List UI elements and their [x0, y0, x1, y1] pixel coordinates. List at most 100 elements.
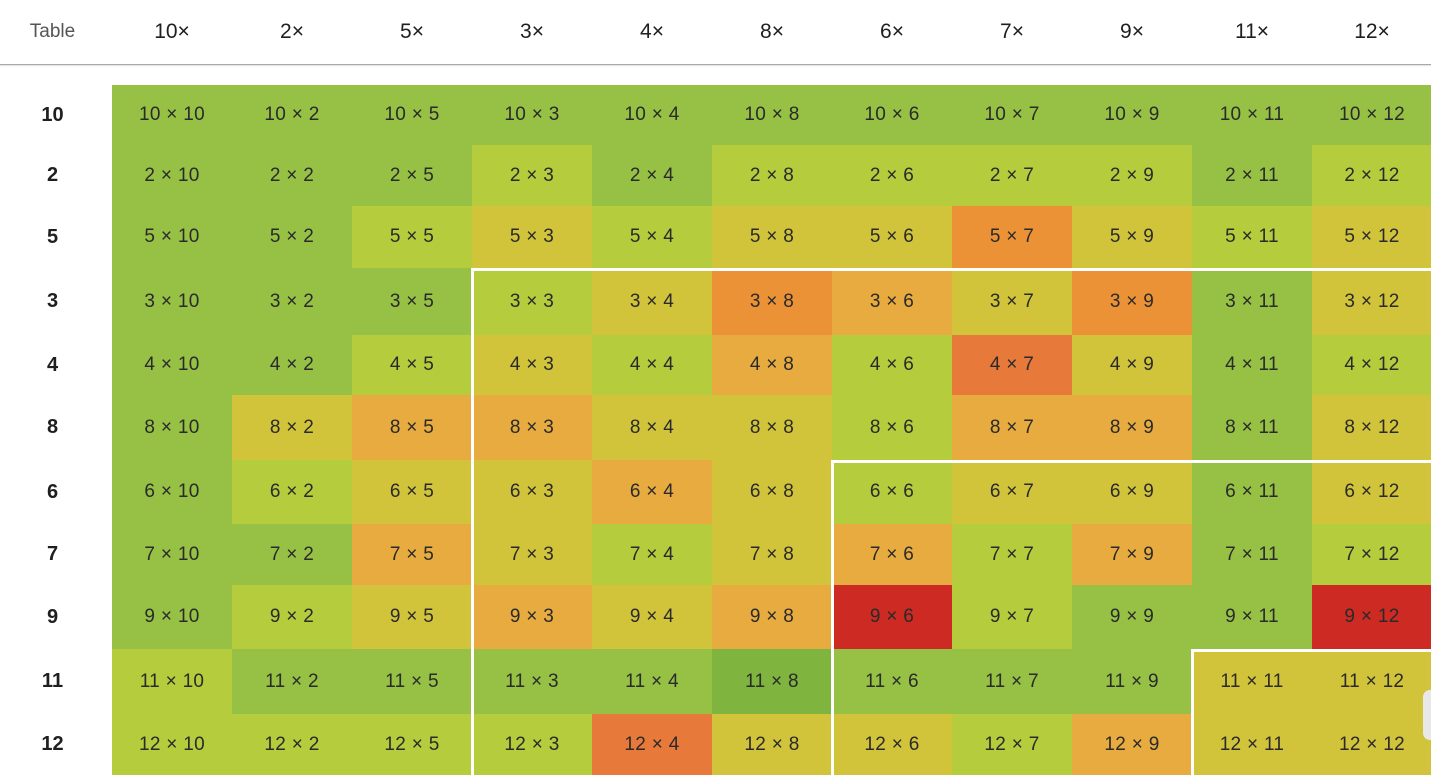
table-cell[interactable]: 3 × 5 [352, 268, 472, 335]
table-cell[interactable]: 12 × 12 [1312, 714, 1431, 775]
table-cell[interactable]: 12 × 8 [712, 714, 832, 775]
table-cell[interactable]: 7 × 4 [592, 524, 712, 585]
table-cell[interactable]: 12 × 10 [112, 714, 232, 775]
table-cell[interactable]: 11 × 10 [112, 649, 232, 714]
column-header[interactable]: 2× [280, 20, 304, 43]
table-cell[interactable]: 4 × 6 [832, 335, 952, 395]
table-cell[interactable]: 2 × 10 [112, 145, 232, 206]
table-cell[interactable]: 3 × 12 [1312, 268, 1431, 335]
table-cell[interactable]: 3 × 4 [592, 268, 712, 335]
table-cell[interactable]: 5 × 2 [232, 206, 352, 268]
table-cell[interactable]: 12 × 2 [232, 714, 352, 775]
table-cell[interactable]: 9 × 6 [832, 585, 952, 649]
table-cell[interactable]: 9 × 5 [352, 585, 472, 649]
table-cell[interactable]: 8 × 4 [592, 395, 712, 460]
row-header[interactable]: 10 [41, 103, 64, 126]
table-cell[interactable]: 9 × 7 [952, 585, 1072, 649]
table-cell[interactable]: 3 × 3 [472, 268, 592, 335]
column-header[interactable]: 8× [760, 20, 784, 43]
table-cell[interactable]: 6 × 8 [712, 460, 832, 524]
table-cell[interactable]: 2 × 11 [1192, 145, 1312, 206]
table-cell[interactable]: 12 × 5 [352, 714, 472, 775]
table-cell[interactable]: 7 × 6 [832, 524, 952, 585]
table-cell[interactable]: 8 × 9 [1072, 395, 1192, 460]
table-cell[interactable]: 6 × 9 [1072, 460, 1192, 524]
table-cell[interactable]: 4 × 9 [1072, 335, 1192, 395]
table-cell[interactable]: 6 × 2 [232, 460, 352, 524]
row-header[interactable]: 12 [41, 733, 64, 755]
table-cell[interactable]: 5 × 4 [592, 206, 712, 268]
table-cell[interactable]: 5 × 3 [472, 206, 592, 268]
table-cell[interactable]: 11 × 6 [832, 649, 952, 714]
table-cell[interactable]: 7 × 9 [1072, 524, 1192, 585]
table-cell[interactable]: 11 × 2 [232, 649, 352, 714]
table-cell[interactable]: 3 × 11 [1192, 268, 1312, 335]
column-header[interactable]: 10× [154, 20, 190, 43]
table-cell[interactable]: 4 × 4 [592, 335, 712, 395]
table-cell[interactable]: 2 × 6 [832, 145, 952, 206]
table-cell[interactable]: 2 × 4 [592, 145, 712, 206]
table-cell[interactable]: 3 × 10 [112, 268, 232, 335]
row-header[interactable]: 2 [46, 164, 59, 186]
table-cell[interactable]: 8 × 8 [712, 395, 832, 460]
table-cell[interactable]: 10 × 6 [832, 85, 952, 145]
table-cell[interactable]: 9 × 8 [712, 585, 832, 649]
table-cell[interactable]: 4 × 10 [112, 335, 232, 395]
table-cell[interactable]: 9 × 9 [1072, 585, 1192, 649]
table-cell[interactable]: 3 × 2 [232, 268, 352, 335]
table-cell[interactable]: 9 × 11 [1192, 585, 1312, 649]
table-cell[interactable]: 8 × 11 [1192, 395, 1312, 460]
table-cell[interactable]: 11 × 12 [1312, 649, 1431, 714]
column-header[interactable]: 5× [400, 20, 424, 43]
table-cell[interactable]: 2 × 8 [712, 145, 832, 206]
table-cell[interactable]: 4 × 5 [352, 335, 472, 395]
table-cell[interactable]: 3 × 7 [952, 268, 1072, 335]
table-cell[interactable]: 9 × 3 [472, 585, 592, 649]
table-cell[interactable]: 8 × 3 [472, 395, 592, 460]
row-header[interactable]: 11 [41, 670, 64, 692]
table-cell[interactable]: 8 × 6 [832, 395, 952, 460]
column-header[interactable]: 6× [880, 20, 904, 43]
table-cell[interactable]: 5 × 11 [1192, 206, 1312, 268]
table-cell[interactable]: 7 × 11 [1192, 524, 1312, 585]
table-cell[interactable]: 8 × 2 [232, 395, 352, 460]
table-cell[interactable]: 5 × 6 [832, 206, 952, 268]
row-header[interactable]: 8 [46, 416, 59, 438]
row-header[interactable]: 4 [46, 353, 59, 376]
table-cell[interactable]: 6 × 10 [112, 460, 232, 524]
table-cell[interactable]: 7 × 3 [472, 524, 592, 585]
table-cell[interactable]: 4 × 2 [232, 335, 352, 395]
table-cell[interactable]: 2 × 3 [472, 145, 592, 206]
table-cell[interactable]: 9 × 4 [592, 585, 712, 649]
table-cell[interactable]: 11 × 11 [1192, 649, 1312, 714]
column-header[interactable]: 9× [1120, 20, 1144, 43]
table-cell[interactable]: 3 × 8 [712, 268, 832, 335]
table-cell[interactable]: 9 × 2 [232, 585, 352, 649]
table-cell[interactable]: 7 × 8 [712, 524, 832, 585]
table-cell[interactable]: 8 × 10 [112, 395, 232, 460]
table-cell[interactable]: 11 × 5 [352, 649, 472, 714]
table-cell[interactable]: 6 × 12 [1312, 460, 1431, 524]
table-cell[interactable]: 8 × 7 [952, 395, 1072, 460]
table-cell[interactable]: 10 × 4 [592, 85, 712, 145]
table-cell[interactable]: 4 × 11 [1192, 335, 1312, 395]
table-cell[interactable]: 8 × 5 [352, 395, 472, 460]
table-cell[interactable]: 12 × 3 [472, 714, 592, 775]
table-cell[interactable]: 9 × 10 [112, 585, 232, 649]
column-header[interactable]: 4× [640, 20, 664, 43]
table-cell[interactable]: 11 × 8 [712, 649, 832, 714]
row-header[interactable]: 5 [46, 225, 59, 248]
table-cell[interactable]: 6 × 4 [592, 460, 712, 524]
table-cell[interactable]: 5 × 12 [1312, 206, 1431, 268]
table-cell[interactable]: 10 × 5 [352, 85, 472, 145]
table-cell[interactable]: 7 × 12 [1312, 524, 1431, 585]
table-cell[interactable]: 3 × 6 [832, 268, 952, 335]
table-cell[interactable]: 3 × 9 [1072, 268, 1192, 335]
table-cell[interactable]: 2 × 7 [952, 145, 1072, 206]
table-cell[interactable]: 6 × 7 [952, 460, 1072, 524]
table-cell[interactable]: 10 × 7 [952, 85, 1072, 145]
row-header[interactable]: 6 [46, 480, 59, 503]
table-cell[interactable]: 12 × 4 [592, 714, 712, 775]
table-cell[interactable]: 7 × 10 [112, 524, 232, 585]
table-cell[interactable]: 6 × 11 [1192, 460, 1312, 524]
